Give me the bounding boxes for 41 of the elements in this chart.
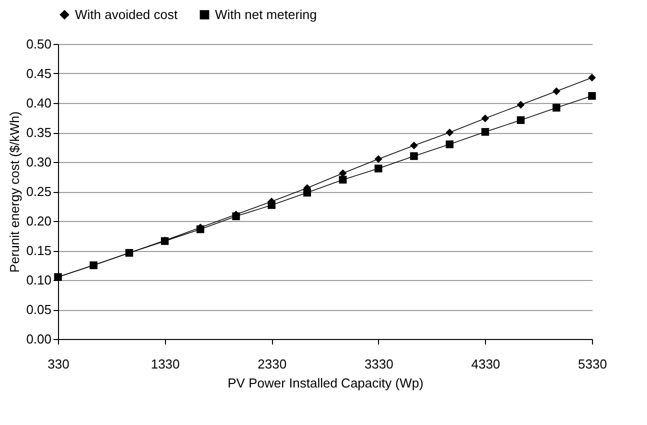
point <box>90 261 98 270</box>
point <box>481 128 490 136</box>
y-axis-title: Perunit energy cost ($/kWh) <box>7 111 22 273</box>
y-tick-label: 0.50 <box>26 36 52 52</box>
x-axis-title: PV Power Installed Capacity (Wp) <box>228 376 424 390</box>
point <box>303 188 312 197</box>
point <box>410 152 418 160</box>
x-tick-label: 1330 <box>150 356 180 372</box>
x-tick-label: 3330 <box>364 356 394 372</box>
point <box>552 87 560 96</box>
point <box>446 140 454 148</box>
point <box>374 155 382 163</box>
y-tick-label: 0.10 <box>26 272 52 288</box>
y-tick-label: 0.25 <box>26 184 52 199</box>
point <box>588 92 596 100</box>
y-tick-label: 0.05 <box>26 302 52 317</box>
legend-label: With avoided cost <box>75 6 178 22</box>
x-tick-label: 4330 <box>471 356 500 372</box>
y-tick-label: 0.00 <box>26 332 52 346</box>
point <box>374 164 382 172</box>
y-tick-label: 0.40 <box>26 96 52 110</box>
point <box>481 114 490 122</box>
x-tick-label: 330 <box>48 356 70 372</box>
y-tick-label: 0.45 <box>26 66 52 81</box>
y-tick-label: 0.20 <box>26 214 52 228</box>
point <box>588 74 596 82</box>
y-tick-label: 0.35 <box>26 125 52 140</box>
y-tick-label: 0.15 <box>26 243 52 258</box>
point <box>268 201 276 209</box>
x-tick-label: 2330 <box>258 356 287 372</box>
point <box>552 104 560 112</box>
point <box>516 116 525 124</box>
point <box>338 176 347 184</box>
point <box>410 142 418 150</box>
point <box>125 248 134 257</box>
point <box>516 100 525 109</box>
point <box>54 273 62 281</box>
x-tick-label: 5330 <box>578 356 607 372</box>
legend-label: With net metering <box>215 6 317 22</box>
point <box>446 128 454 136</box>
y-tick-label: 0.30 <box>26 154 52 170</box>
